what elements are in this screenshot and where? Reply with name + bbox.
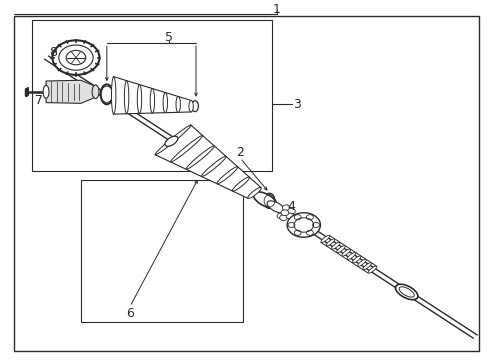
Ellipse shape	[248, 188, 261, 198]
Text: 6: 6	[126, 307, 134, 320]
Ellipse shape	[326, 239, 335, 246]
Ellipse shape	[165, 136, 178, 146]
Ellipse shape	[331, 242, 340, 249]
Ellipse shape	[253, 192, 277, 208]
Circle shape	[287, 213, 320, 237]
Ellipse shape	[232, 177, 249, 191]
Circle shape	[286, 213, 294, 219]
Text: 1: 1	[273, 3, 281, 16]
Ellipse shape	[217, 167, 238, 184]
Ellipse shape	[337, 246, 345, 253]
Ellipse shape	[267, 201, 285, 213]
Ellipse shape	[155, 125, 191, 155]
Ellipse shape	[150, 89, 155, 113]
Circle shape	[277, 213, 285, 219]
Circle shape	[282, 205, 290, 211]
Ellipse shape	[92, 85, 99, 99]
Ellipse shape	[363, 263, 371, 270]
Ellipse shape	[358, 259, 366, 266]
Text: 4: 4	[288, 200, 295, 213]
Circle shape	[288, 208, 295, 214]
Ellipse shape	[342, 249, 350, 256]
Ellipse shape	[201, 156, 226, 177]
Ellipse shape	[124, 81, 129, 114]
Bar	[81, 180, 243, 322]
Ellipse shape	[112, 77, 116, 114]
Ellipse shape	[137, 85, 142, 113]
Ellipse shape	[43, 85, 49, 98]
Circle shape	[280, 215, 288, 221]
Text: 8: 8	[49, 46, 57, 59]
Ellipse shape	[347, 252, 356, 260]
Ellipse shape	[368, 266, 377, 273]
Bar	[32, 20, 272, 171]
Ellipse shape	[264, 193, 275, 208]
Polygon shape	[155, 125, 261, 198]
Ellipse shape	[171, 135, 203, 162]
Ellipse shape	[395, 284, 418, 300]
Text: 3: 3	[293, 98, 301, 111]
Text: 2: 2	[236, 146, 244, 159]
Circle shape	[281, 210, 289, 216]
Ellipse shape	[189, 100, 193, 112]
Ellipse shape	[163, 93, 168, 113]
Ellipse shape	[352, 256, 361, 263]
Ellipse shape	[321, 235, 330, 242]
Ellipse shape	[176, 96, 180, 112]
Ellipse shape	[186, 146, 215, 169]
Polygon shape	[46, 80, 96, 103]
Circle shape	[52, 40, 99, 75]
Text: 7: 7	[35, 94, 43, 107]
Text: 5: 5	[165, 31, 173, 44]
Ellipse shape	[101, 85, 113, 104]
